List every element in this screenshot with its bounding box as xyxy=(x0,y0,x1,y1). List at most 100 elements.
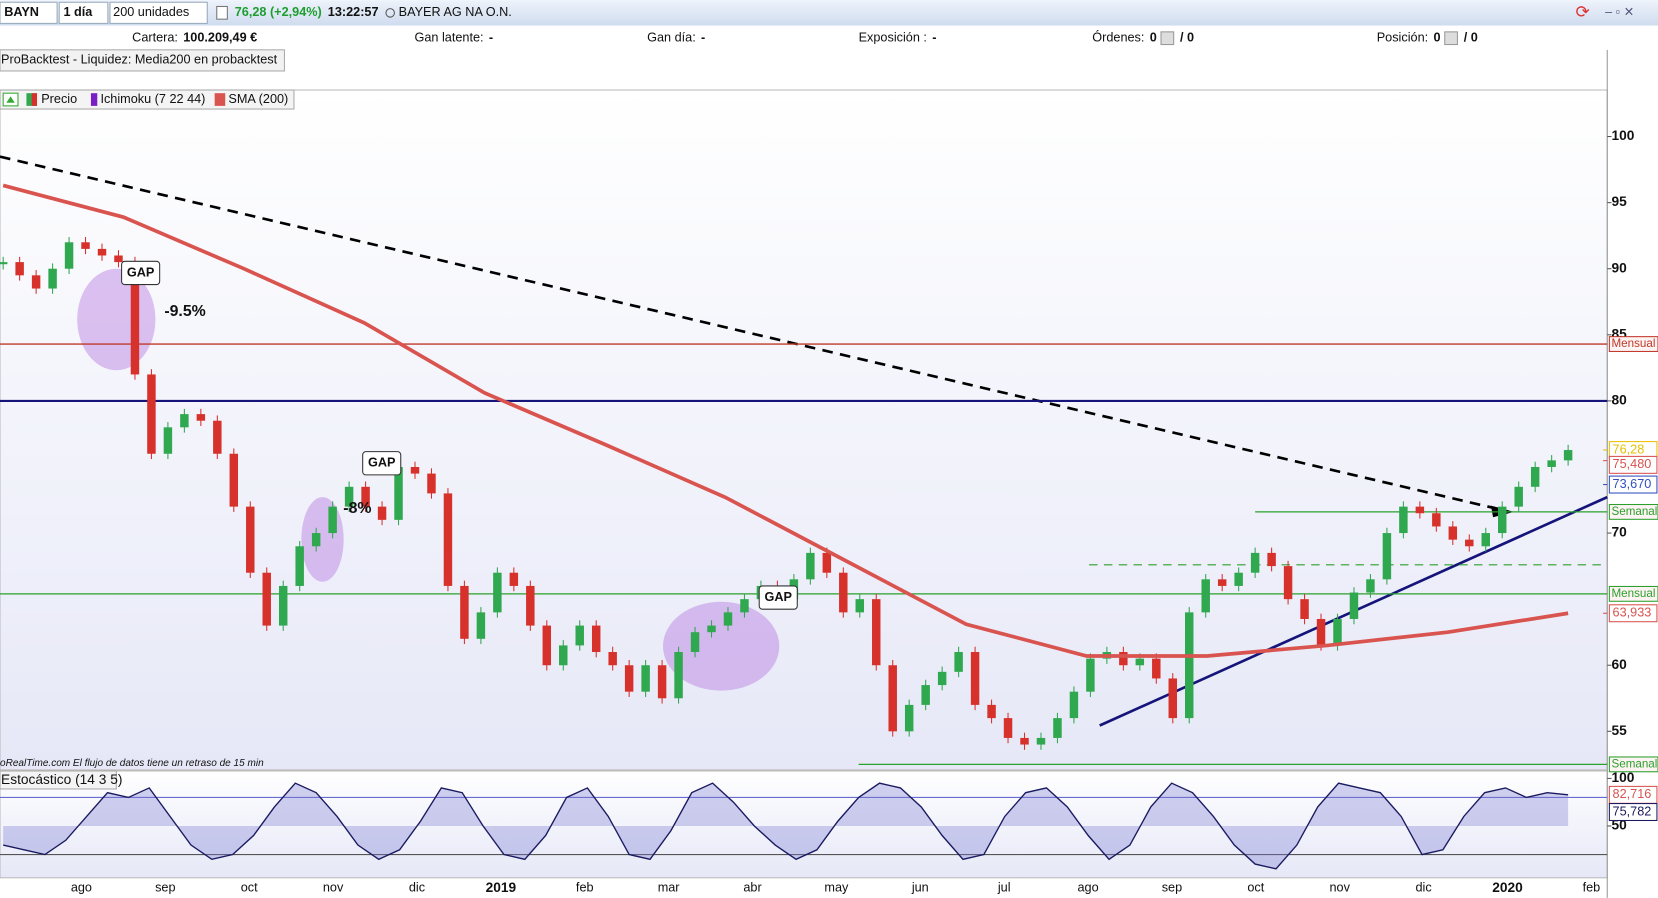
x-tick-label: ago xyxy=(71,881,92,895)
x-tick-label: oct xyxy=(1247,881,1264,895)
status-dot xyxy=(385,8,395,18)
x-tick-label: nov xyxy=(1330,881,1351,895)
legend-toggle-icon xyxy=(6,96,15,103)
candle xyxy=(674,652,683,699)
candle xyxy=(0,262,8,265)
candle xyxy=(1053,718,1062,738)
price-tag-label: 73,670 xyxy=(1613,477,1652,491)
candle xyxy=(954,652,963,672)
legend-swatch xyxy=(90,93,98,106)
y-tick-label: 100 xyxy=(1611,770,1634,785)
legend-swatch xyxy=(31,93,38,106)
annotation-box xyxy=(121,260,161,286)
candle xyxy=(624,665,634,692)
legend-item[interactable]: SMA (200) xyxy=(228,92,288,106)
annotation-box xyxy=(758,585,798,610)
candle xyxy=(1349,592,1359,619)
annotation: GAP xyxy=(368,456,396,470)
account-extra: / 0 xyxy=(1180,31,1194,45)
candle xyxy=(657,665,667,699)
candle xyxy=(542,625,552,666)
candle xyxy=(229,453,239,507)
price-tag xyxy=(1608,475,1658,494)
candle xyxy=(1300,599,1309,619)
candle xyxy=(1481,533,1490,547)
candle xyxy=(410,466,420,474)
candle xyxy=(97,248,107,256)
stoch-title-box xyxy=(0,770,117,790)
level-tag xyxy=(1608,336,1658,352)
candle xyxy=(1234,572,1243,586)
candle xyxy=(806,552,815,580)
candle xyxy=(575,625,584,646)
units[interactable]: 200 unidades xyxy=(113,5,189,19)
price-tag xyxy=(1608,455,1658,474)
candle xyxy=(15,262,24,276)
price-tag xyxy=(1608,604,1658,623)
candle xyxy=(163,427,173,454)
backtest-box xyxy=(0,49,285,72)
account-value: 100.209,49 € xyxy=(183,31,257,45)
account-label: Cartera: xyxy=(132,31,178,45)
x-tick-label: 2019 xyxy=(486,880,517,895)
level-label: Semanal xyxy=(1611,757,1657,770)
refresh-icon[interactable]: ⟳ xyxy=(1576,2,1590,21)
account-bar xyxy=(0,26,1658,50)
candle xyxy=(888,665,897,732)
candle xyxy=(64,242,74,269)
candle xyxy=(1497,506,1507,534)
candle xyxy=(147,374,156,454)
candle xyxy=(526,585,535,626)
price-tag-label: 76,28 xyxy=(1613,442,1645,456)
price-tag xyxy=(1608,803,1658,822)
price-tag-label: 75,782 xyxy=(1613,804,1652,818)
candle xyxy=(855,599,865,613)
x-tick-label: sep xyxy=(1162,881,1182,895)
units-box[interactable] xyxy=(109,1,208,24)
stoch-panel xyxy=(0,770,1608,879)
candle xyxy=(246,506,255,573)
y-tick-label: 55 xyxy=(1611,723,1627,738)
y-tick-label: 95 xyxy=(1611,194,1627,209)
candle xyxy=(822,552,832,573)
candle xyxy=(1415,506,1425,514)
window-controls[interactable]: – ▫ ✕ xyxy=(1605,5,1634,19)
info-icon[interactable] xyxy=(216,5,228,20)
candle xyxy=(509,572,519,586)
annotation: -8% xyxy=(343,500,371,517)
candle xyxy=(608,652,617,666)
account-label: Gan latente: xyxy=(415,31,484,45)
sma-line xyxy=(2,183,1569,658)
candle xyxy=(1465,539,1474,547)
y-tick-label: 80 xyxy=(1611,393,1627,408)
price-change: 76,28 (+2,94%) xyxy=(235,5,322,19)
y-tick-label: 60 xyxy=(1611,657,1627,672)
y-tick-label: 70 xyxy=(1611,525,1627,540)
x-tick-label: feb xyxy=(576,881,594,895)
symbol-box[interactable] xyxy=(0,1,58,24)
candle xyxy=(180,414,189,428)
symbol[interactable]: BAYN xyxy=(4,5,39,19)
candle xyxy=(81,242,90,249)
legend-item[interactable]: Ichimoku (7 22 44) xyxy=(100,92,205,106)
annotation-box xyxy=(362,451,402,476)
candle xyxy=(427,473,436,494)
account-label: Posición: xyxy=(1377,31,1428,45)
candle xyxy=(476,612,486,639)
period[interactable]: 1 día xyxy=(63,5,93,19)
candle xyxy=(970,652,980,705)
x-tick-label: jul xyxy=(997,881,1011,895)
legend-item[interactable]: Precio xyxy=(41,92,77,106)
candle xyxy=(1316,618,1326,646)
candle xyxy=(1020,737,1029,745)
account-value: - xyxy=(489,31,493,45)
account-value: 0 xyxy=(1433,31,1440,45)
level-label: Mensual xyxy=(1611,337,1655,350)
period-box[interactable] xyxy=(58,1,109,24)
level-tag xyxy=(1608,503,1658,520)
level-label: Semanal xyxy=(1611,505,1657,518)
candle xyxy=(460,585,469,639)
candle xyxy=(1086,658,1095,692)
account-label: Gan día: xyxy=(647,31,696,45)
